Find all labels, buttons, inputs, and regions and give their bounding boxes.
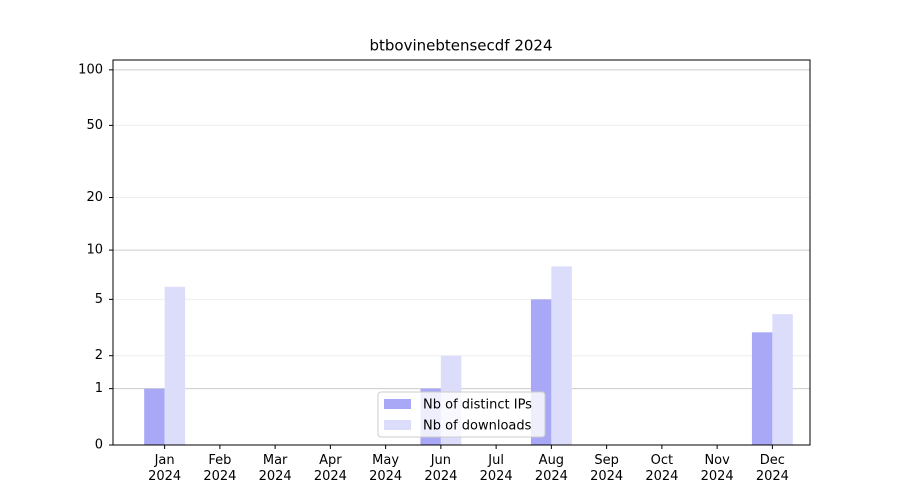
x-tick-label: Mar 2024 xyxy=(258,453,292,484)
y-tick-label: 5 xyxy=(95,292,103,307)
x-tick-label: Sep 2024 xyxy=(590,453,624,484)
y-tick-label: 1 xyxy=(95,381,103,396)
x-tick-label: Dec 2024 xyxy=(755,453,789,484)
x-tick-label: Jan 2024 xyxy=(148,453,182,484)
y-tick-label: 20 xyxy=(86,190,103,205)
x-tick-label: Aug 2024 xyxy=(534,453,568,484)
x-tick-label: May 2024 xyxy=(369,453,403,484)
bar xyxy=(772,314,793,445)
legend-swatch xyxy=(384,420,411,430)
x-tick-label: Jul 2024 xyxy=(479,453,513,484)
x-tick-label: Jun 2024 xyxy=(424,453,458,484)
y-tick-label: 50 xyxy=(86,118,103,133)
chart-title: btbovinebtensecdf 2024 xyxy=(369,37,552,55)
legend-label: Nb of distinct IPs xyxy=(423,398,532,413)
bar xyxy=(551,266,572,445)
y-tick-label: 0 xyxy=(95,438,103,453)
y-tick-label: 100 xyxy=(78,62,103,77)
x-tick-label: Feb 2024 xyxy=(203,453,237,484)
plot-frame xyxy=(112,59,811,446)
x-tick-label: Oct 2024 xyxy=(645,453,679,484)
bar xyxy=(144,388,165,445)
legend-swatch xyxy=(384,399,411,409)
bar xyxy=(751,332,773,445)
legend-label: Nb of downloads xyxy=(423,419,532,434)
y-tick-label: 10 xyxy=(86,243,103,258)
x-tick-label: Apr 2024 xyxy=(313,453,347,484)
x-tick-label: Nov 2024 xyxy=(700,453,734,484)
legend-box xyxy=(377,391,546,438)
bar xyxy=(164,286,186,445)
y-tick-label: 2 xyxy=(95,348,103,363)
